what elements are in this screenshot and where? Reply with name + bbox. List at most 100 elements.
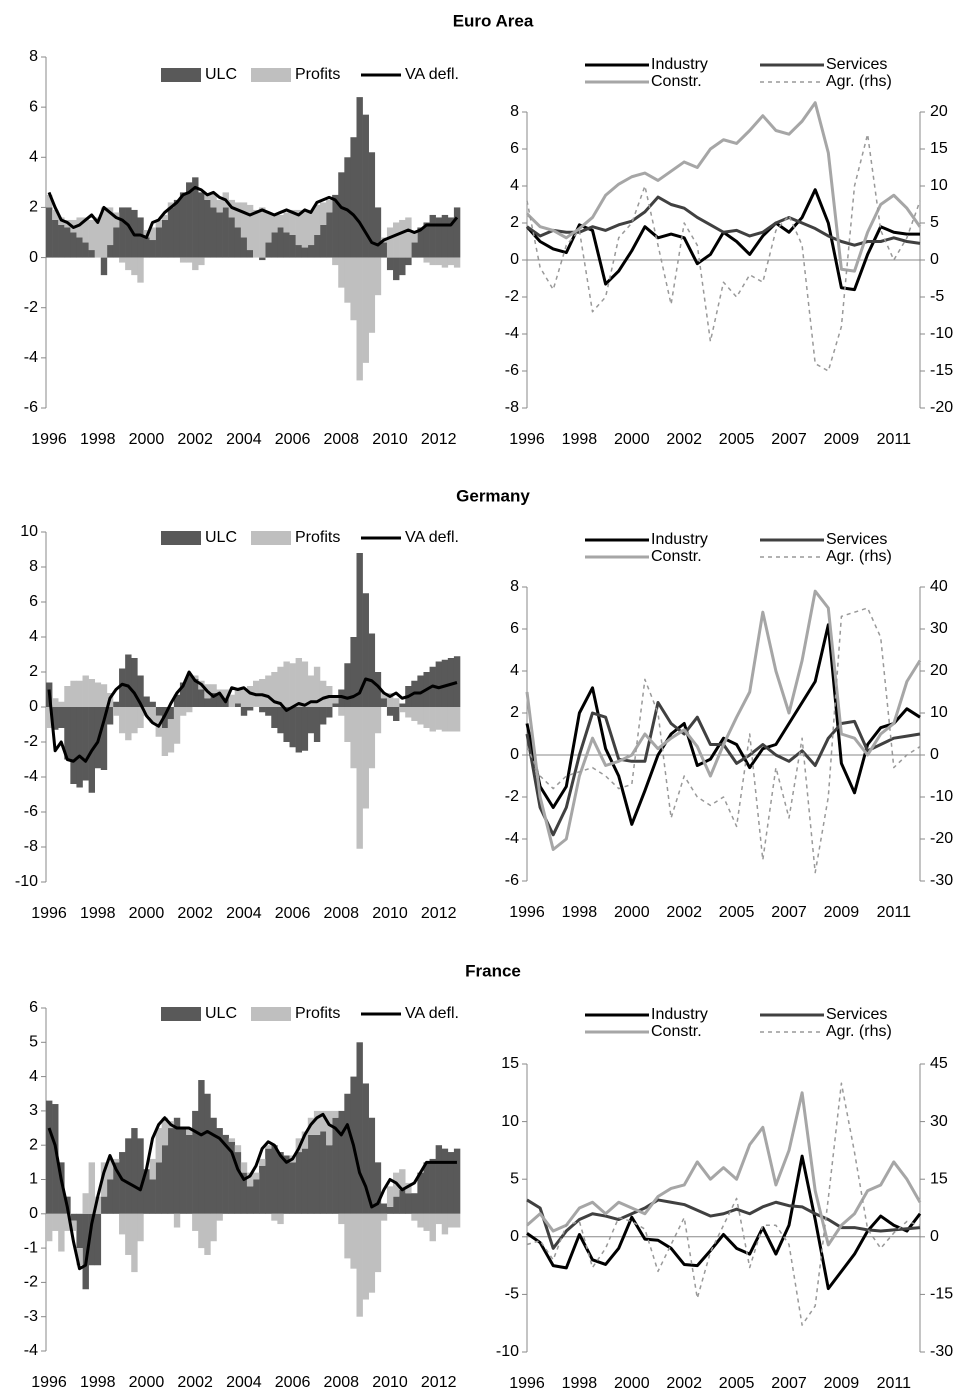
y-tick-label: 2 — [29, 663, 38, 680]
y-tick-label: 10 — [501, 1113, 519, 1130]
bar — [301, 1131, 309, 1149]
bar — [198, 689, 205, 707]
bar — [149, 1179, 156, 1214]
bar — [441, 1148, 449, 1214]
legend-label: Agr. (rhs) — [826, 73, 892, 90]
y2-tick-label: 0 — [930, 746, 939, 763]
bar — [405, 707, 412, 718]
bar — [313, 1110, 321, 1135]
bar — [70, 232, 77, 258]
bar — [88, 219, 96, 251]
bar — [52, 707, 59, 730]
x-tick-label: 2008 — [323, 905, 359, 922]
bar — [295, 707, 303, 753]
bar — [405, 1182, 412, 1194]
bar — [393, 1196, 400, 1214]
legend-swatch — [161, 68, 201, 82]
legend-label: Services — [826, 1006, 887, 1023]
x-tick-label: 1998 — [562, 431, 598, 448]
bar — [368, 633, 376, 707]
y-tick-label: 5 — [510, 1170, 519, 1187]
bar — [332, 703, 339, 707]
y-tick-label: -8 — [24, 838, 38, 855]
bar — [411, 232, 418, 243]
legend-swatch — [251, 68, 291, 82]
bar — [46, 207, 53, 258]
bar — [204, 698, 211, 707]
bar — [435, 217, 443, 258]
bar — [179, 257, 187, 263]
bar — [326, 212, 333, 258]
bar — [70, 680, 77, 707]
bar — [143, 1169, 150, 1214]
bar — [155, 219, 162, 228]
bar — [332, 696, 339, 704]
bar — [441, 707, 449, 732]
x-tick-label: 2007 — [771, 904, 807, 921]
x-tick-label: 2010 — [372, 1374, 408, 1391]
bar — [399, 1169, 406, 1190]
y-tick-label: 2 — [29, 1136, 38, 1153]
legend-label: Constr. — [651, 73, 702, 90]
bar — [356, 707, 363, 849]
bar — [289, 663, 296, 707]
x-tick-label: 1998 — [80, 905, 116, 922]
bar — [283, 232, 290, 258]
bar — [307, 707, 315, 734]
bar — [301, 209, 309, 248]
bar — [453, 656, 461, 707]
bar — [350, 707, 357, 769]
bar — [447, 1152, 455, 1214]
x-tick-label: 2000 — [129, 431, 165, 448]
bar — [399, 1189, 406, 1214]
bar — [307, 245, 315, 258]
bar — [386, 227, 394, 258]
y-tick-label: -2 — [24, 733, 38, 750]
legend-label: Constr. — [651, 1023, 702, 1040]
bar — [210, 693, 217, 707]
bar — [137, 1138, 144, 1214]
legend-swatch — [161, 1007, 201, 1021]
y-tick-label: 0 — [29, 698, 38, 715]
bar — [319, 680, 327, 707]
bar — [240, 1162, 248, 1173]
bar — [216, 199, 223, 213]
bar — [106, 707, 114, 725]
bar — [210, 194, 217, 208]
legend-label: ULC — [205, 529, 237, 546]
bar — [210, 207, 217, 258]
bar — [70, 707, 77, 784]
legend-swatch — [251, 1007, 291, 1021]
bar — [82, 1213, 89, 1290]
bar — [137, 257, 144, 283]
bar — [173, 1213, 181, 1228]
bar — [94, 217, 102, 258]
bar — [277, 227, 284, 258]
bar — [362, 257, 369, 363]
bar — [82, 217, 89, 243]
x-tick-label: 1996 — [31, 431, 67, 448]
x-tick-label: 2005 — [719, 904, 755, 921]
bar — [167, 707, 175, 720]
x-tick-label: 2007 — [771, 1375, 807, 1392]
bar — [423, 257, 430, 263]
bar — [58, 701, 65, 707]
bar — [319, 1110, 327, 1132]
bar — [374, 207, 382, 258]
bar — [393, 222, 400, 258]
bar — [76, 1248, 83, 1266]
bar — [167, 207, 175, 258]
bar — [411, 1213, 418, 1221]
bar — [58, 707, 65, 728]
x-tick-label: 2002 — [177, 905, 213, 922]
bar — [64, 1213, 71, 1231]
x-tick-label: 1996 — [509, 431, 545, 448]
bar — [46, 1213, 53, 1242]
bar — [246, 707, 254, 711]
bar — [106, 1158, 114, 1180]
y-tick-label: -6 — [24, 399, 38, 416]
bar — [453, 207, 461, 258]
x-tick-label: 2002 — [666, 431, 702, 448]
bar — [192, 1213, 199, 1231]
